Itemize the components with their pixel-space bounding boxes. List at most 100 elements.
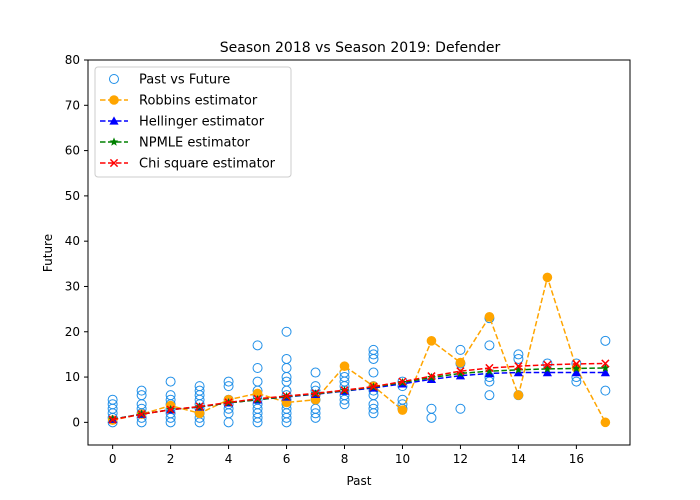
scatter-point bbox=[136, 385, 147, 396]
x-tick-label: 6 bbox=[283, 452, 291, 466]
x-tick-label: 16 bbox=[569, 452, 584, 466]
scatter-point bbox=[426, 403, 437, 414]
series-point bbox=[426, 336, 437, 346]
y-axis-label: Future bbox=[41, 234, 55, 272]
scatter-point bbox=[310, 408, 321, 419]
series-line bbox=[112, 362, 606, 421]
y-tick-label: 60 bbox=[65, 144, 80, 158]
y-tick-label: 40 bbox=[65, 234, 80, 248]
x-tick-label: 10 bbox=[395, 452, 410, 466]
y-tick-label: 70 bbox=[65, 98, 80, 112]
x-tick-label: 4 bbox=[225, 452, 233, 466]
series-point bbox=[600, 363, 610, 372]
x-axis: 0 2 4 6 8 10 12 14 16 bbox=[109, 445, 584, 466]
series-point bbox=[542, 272, 553, 283]
legend-label: Past vs Future bbox=[139, 73, 230, 88]
scatter-point bbox=[513, 349, 524, 360]
y-tick-label: 0 bbox=[72, 415, 80, 429]
scatter-point bbox=[281, 376, 292, 387]
scatter-point bbox=[484, 340, 495, 351]
series-point bbox=[484, 312, 495, 322]
series-point bbox=[253, 394, 262, 403]
legend-marker bbox=[109, 158, 119, 168]
legend-marker bbox=[109, 116, 119, 125]
series-line bbox=[112, 274, 607, 423]
series-point bbox=[543, 360, 552, 369]
series-point bbox=[311, 389, 320, 398]
legend-label: Robbins estimator bbox=[139, 94, 258, 109]
scatter-point bbox=[252, 340, 263, 351]
scatter-point bbox=[165, 390, 176, 401]
series-point bbox=[513, 390, 524, 400]
legend-marker bbox=[109, 74, 119, 84]
series-point bbox=[572, 359, 581, 369]
legend-label: Chi square estimator bbox=[139, 157, 276, 172]
y-tick-label: 10 bbox=[65, 370, 80, 384]
scatter-point bbox=[165, 376, 176, 387]
scatter-point bbox=[194, 385, 205, 396]
series-point bbox=[282, 391, 291, 401]
series-point bbox=[456, 367, 465, 376]
x-tick-label: 0 bbox=[109, 452, 117, 466]
x-tick-label: 2 bbox=[167, 452, 175, 466]
scatter-point bbox=[252, 376, 263, 387]
series-point bbox=[514, 362, 523, 371]
series-point bbox=[195, 402, 204, 411]
scatter-point bbox=[223, 381, 234, 392]
series-point bbox=[601, 359, 610, 368]
series-point bbox=[600, 367, 610, 377]
scatter-point bbox=[194, 381, 205, 392]
series-point bbox=[397, 405, 408, 415]
scatter-point bbox=[107, 399, 118, 410]
scatter-point bbox=[455, 344, 466, 355]
y-axis: 0 10 20 30 40 50 60 70 80 bbox=[65, 53, 88, 429]
scatter-point bbox=[455, 403, 466, 414]
legend-box bbox=[94, 66, 292, 178]
scatter-point bbox=[513, 353, 524, 364]
scatter-point bbox=[281, 326, 292, 337]
scatter-point bbox=[600, 385, 611, 396]
series-point bbox=[456, 368, 465, 378]
series-point bbox=[513, 367, 524, 377]
plot-area bbox=[107, 272, 611, 428]
series-point bbox=[485, 366, 494, 375]
plot-frame bbox=[87, 59, 631, 446]
series-point bbox=[369, 382, 378, 391]
x-tick-label: 8 bbox=[341, 452, 349, 466]
series-point bbox=[339, 361, 350, 371]
scatter-point bbox=[368, 403, 379, 414]
chart-title: Season 2018 vs Season 2019: Defender bbox=[220, 40, 501, 56]
legend: Past vs Future Robbins estimator Hellinger… bbox=[94, 66, 292, 178]
y-tick-label: 20 bbox=[65, 325, 80, 339]
series-point bbox=[108, 415, 117, 424]
x-axis-label: Past bbox=[346, 474, 371, 488]
scatter-point bbox=[368, 344, 379, 355]
series-point bbox=[340, 386, 349, 395]
series-point bbox=[572, 363, 581, 373]
scatter-point bbox=[571, 376, 582, 387]
series-point bbox=[542, 367, 552, 377]
series-point bbox=[543, 364, 552, 373]
scatter-point bbox=[252, 363, 263, 373]
scatter-point bbox=[223, 376, 234, 387]
series-point bbox=[600, 417, 611, 428]
legend-label: Hellinger estimator bbox=[139, 115, 265, 130]
x-tick-label: 14 bbox=[511, 452, 526, 466]
series-point bbox=[427, 372, 436, 381]
scatter-point bbox=[107, 394, 118, 405]
series-point bbox=[224, 398, 233, 407]
scatter-point bbox=[310, 367, 321, 378]
legend-marker bbox=[109, 137, 119, 146]
scatter-point bbox=[339, 372, 350, 383]
y-tick-label: 30 bbox=[65, 279, 80, 293]
series-point bbox=[571, 367, 581, 377]
legend-label: NPMLE estimator bbox=[139, 136, 251, 151]
series-point bbox=[166, 405, 175, 414]
scatter-point bbox=[136, 390, 147, 401]
series-point bbox=[137, 410, 146, 419]
series-point bbox=[514, 365, 523, 374]
y-tick-label: 50 bbox=[65, 189, 80, 203]
series-point bbox=[455, 357, 466, 368]
scatter-point bbox=[368, 349, 379, 360]
